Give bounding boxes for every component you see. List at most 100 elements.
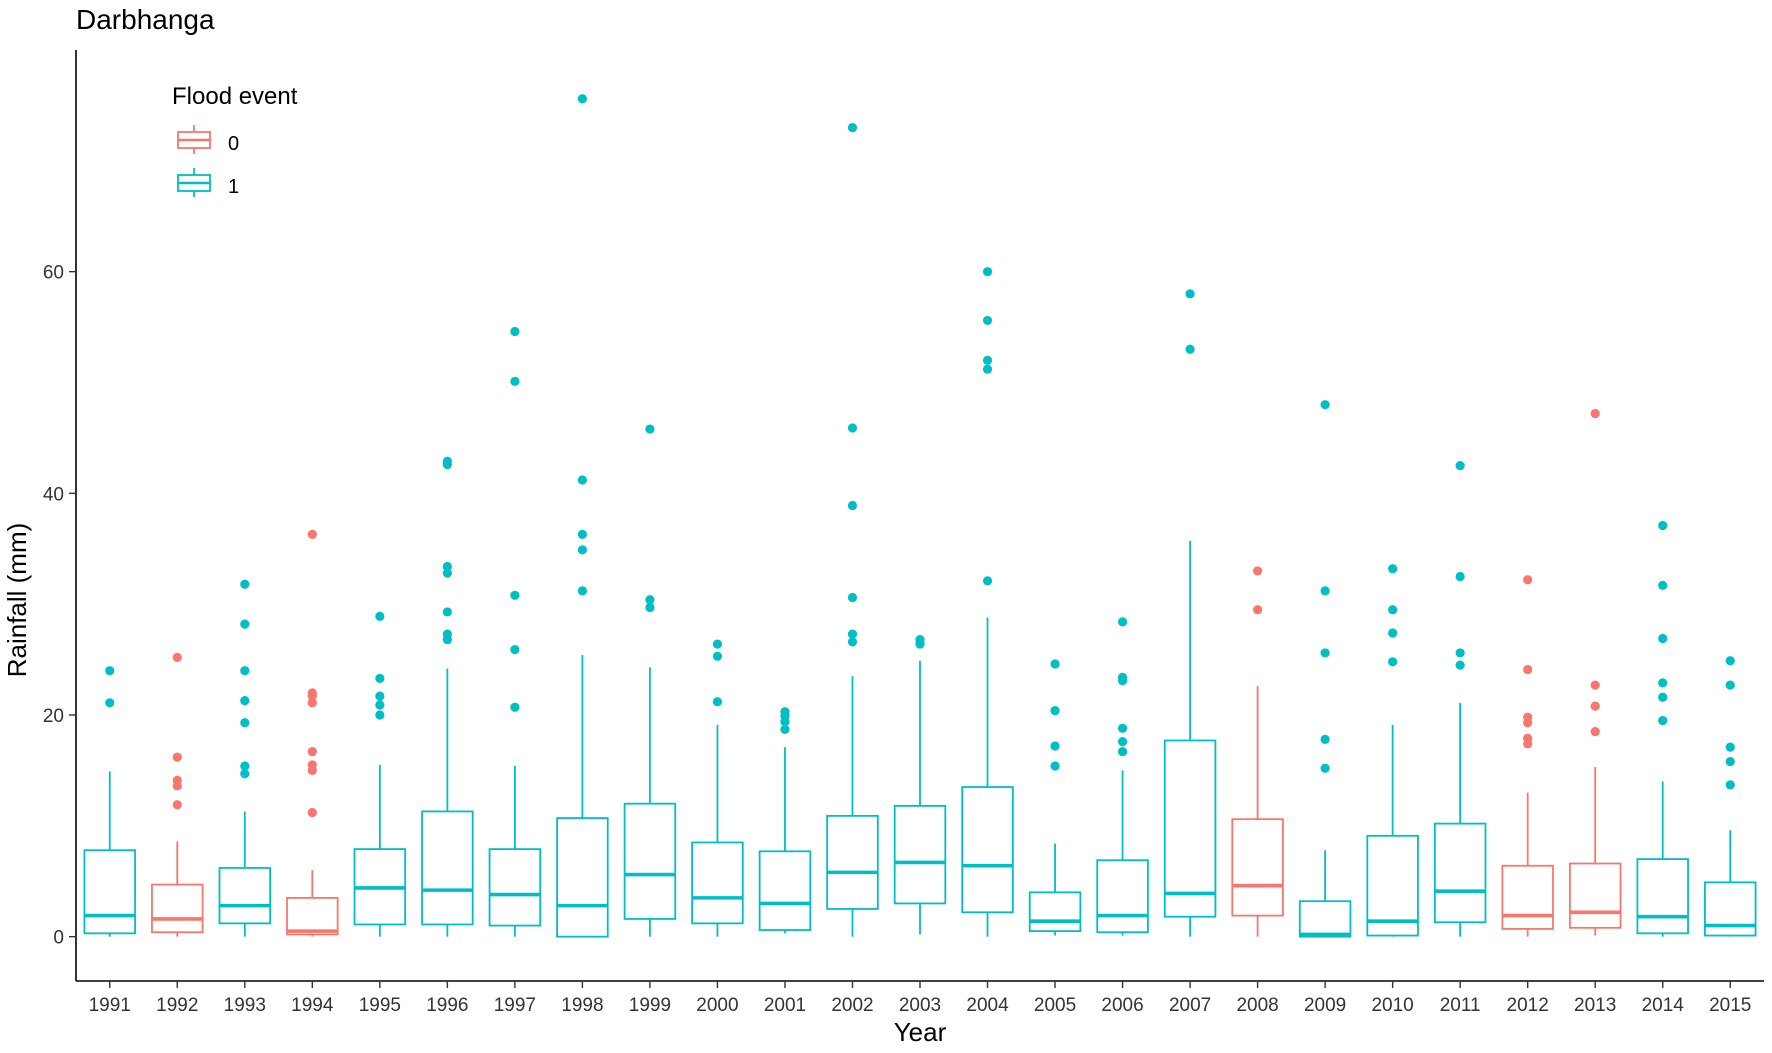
outlier-point <box>1523 575 1533 585</box>
outlier-point <box>1455 461 1465 471</box>
outlier-point <box>375 710 385 720</box>
box-2004 <box>961 267 1014 937</box>
outlier-point <box>1590 408 1600 419</box>
outlier-point <box>1117 672 1128 682</box>
outlier-point <box>105 698 115 708</box>
outlier-point <box>307 746 317 757</box>
outlier-point <box>577 475 588 485</box>
outlier-point <box>645 595 655 605</box>
outlier-point <box>712 639 723 649</box>
outlier-point <box>982 355 993 365</box>
outlier-point <box>1658 633 1668 644</box>
box-iqr <box>488 848 542 927</box>
outlier-point <box>1050 659 1060 669</box>
box-iqr <box>421 810 474 926</box>
box-2002 <box>826 122 879 937</box>
box-1993 <box>218 579 272 937</box>
box-iqr <box>83 849 136 935</box>
x-tick-label: 1994 <box>291 995 334 1016</box>
box-iqr <box>1704 881 1757 937</box>
box-iqr <box>1298 900 1352 938</box>
outlier-point <box>1320 586 1330 596</box>
y-tick-label: 20 <box>43 706 64 727</box>
outlier-point <box>240 761 250 771</box>
outlier-point <box>1185 344 1195 354</box>
box-2011 <box>1433 461 1487 937</box>
box-1992 <box>151 652 204 937</box>
outlier-point <box>1590 701 1600 711</box>
x-tick-label: 2012 <box>1507 995 1549 1016</box>
outlier-point <box>375 700 385 710</box>
outlier-point <box>1725 742 1735 752</box>
x-tick-label: 2011 <box>1440 995 1481 1016</box>
box-2008 <box>1231 566 1284 937</box>
outlier-point <box>982 267 993 277</box>
box-1996 <box>421 456 474 937</box>
x-tick-label: 1997 <box>494 995 536 1016</box>
x-tick-label: 2013 <box>1574 995 1616 1016</box>
outlier-point <box>240 579 250 589</box>
outlier-point <box>442 568 452 578</box>
box-iqr <box>826 814 879 910</box>
outlier-point <box>442 561 452 572</box>
outlier-point <box>915 635 925 645</box>
outlier-point <box>1523 664 1533 675</box>
outlier-point <box>1320 400 1330 410</box>
x-tick-label: 2015 <box>1709 995 1751 1016</box>
box-2001 <box>758 707 812 934</box>
outlier-point <box>780 724 790 735</box>
outlier-point <box>982 364 993 374</box>
box-2006 <box>1096 617 1149 936</box>
outlier-point <box>375 611 385 621</box>
box-iqr <box>1231 818 1284 917</box>
box-iqr <box>218 867 272 925</box>
outlier-point <box>240 769 250 779</box>
legend: Flood event 0 1 <box>172 83 298 198</box>
y-axis-ticks: 0 20 40 60 <box>43 263 76 949</box>
outlier-point <box>510 645 520 655</box>
outlier-point <box>510 376 520 386</box>
outlier-point <box>1050 761 1060 771</box>
box-iqr <box>623 802 677 920</box>
box-2009 <box>1298 400 1352 938</box>
outlier-point <box>1590 727 1600 737</box>
legend-label-1: 1 <box>228 176 239 198</box>
x-tick-label: 1995 <box>359 995 401 1016</box>
box-iqr <box>151 883 204 934</box>
box-iqr <box>1501 864 1554 930</box>
outlier-point <box>307 760 317 770</box>
x-tick-label: 1998 <box>561 995 603 1016</box>
outlier-point <box>1455 660 1465 670</box>
box-2005 <box>1028 659 1082 936</box>
outlier-point <box>1455 648 1465 658</box>
outlier-point <box>780 707 790 717</box>
box-1991 <box>83 666 136 937</box>
box-iqr <box>1028 891 1082 933</box>
outlier-point <box>645 602 655 613</box>
box-2000 <box>691 639 744 937</box>
box-2003 <box>893 635 947 935</box>
y-axis-label: Rainfall (mm) <box>2 523 32 678</box>
outlier-point <box>1388 657 1398 667</box>
outlier-point <box>510 702 520 712</box>
x-tick-label: 2007 <box>1169 995 1211 1016</box>
x-tick-label: 2005 <box>1034 995 1076 1016</box>
outlier-point <box>1590 680 1600 690</box>
outlier-point <box>982 576 993 586</box>
outlier-point <box>847 629 858 639</box>
outlier-point <box>172 652 182 662</box>
box-iqr <box>1366 834 1419 937</box>
outlier-point <box>375 673 385 684</box>
x-tick-label: 1992 <box>156 995 198 1016</box>
box-iqr <box>893 804 947 905</box>
x-tick-label: 2006 <box>1101 995 1143 1016</box>
outlier-point <box>712 697 723 707</box>
box-1999 <box>623 424 677 937</box>
box-iqr <box>1636 858 1689 935</box>
outlier-point <box>1725 780 1735 790</box>
outlier-point <box>1117 723 1128 733</box>
outlier-point <box>1658 678 1668 688</box>
outlier-point <box>510 326 520 337</box>
box-iqr <box>1096 859 1149 934</box>
x-axis-ticks: 1991 1992 1993 1994 1995 1996 1997 1998 1999 2000… <box>89 981 1751 1016</box>
